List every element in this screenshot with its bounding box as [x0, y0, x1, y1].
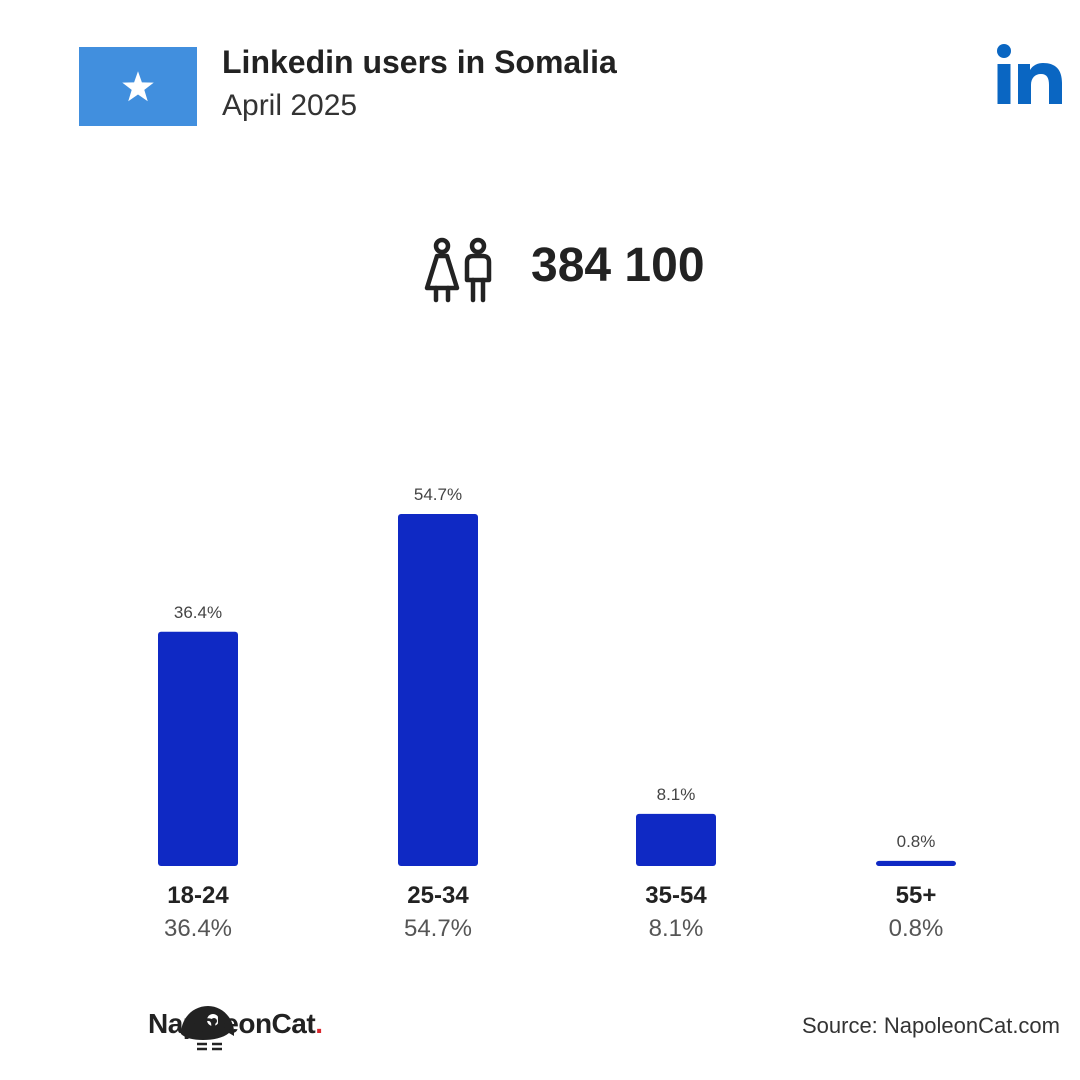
napoleoncat-logo-icon [181, 1006, 234, 1051]
category-label: 25-34 [407, 882, 469, 909]
page-title: Linkedin users in Somalia [222, 44, 617, 80]
category-value-label: 36.4% [163, 915, 233, 942]
age-distribution-chart: 36.4% 54.7% 8.1% 0.8% [158, 485, 956, 866]
category-value-label: 54.7% [403, 915, 473, 942]
category-value-label: 8.1% [648, 915, 704, 942]
brand-name: NapoleonCat. [148, 1008, 323, 1040]
star-icon [122, 70, 154, 101]
category-label: 35-54 [645, 882, 707, 909]
category-label: 18-24 [167, 882, 229, 909]
linkedin-logo-icon [997, 44, 1062, 104]
category-label: 55+ [895, 882, 937, 909]
brand-dot: . [315, 1008, 323, 1039]
page-subtitle: April 2025 [222, 89, 358, 122]
somalia-flag [79, 47, 197, 126]
bar-value-label: 0.8% [897, 832, 936, 851]
source-note: Source: NapoleonCat.com [801, 1013, 1060, 1038]
bar-18-24 [158, 631, 238, 866]
bar-value-label: 54.7% [414, 485, 462, 504]
bar-25-34 [398, 514, 478, 866]
users-icon [424, 237, 492, 303]
bar-35-54 [636, 813, 716, 866]
bar-value-label: 8.1% [657, 785, 696, 804]
category-value-label: 0.8% [888, 915, 944, 942]
brand-name-text: NapoleonCat [148, 1008, 316, 1039]
bar-55+ [876, 860, 956, 866]
bar-value-label: 36.4% [174, 603, 222, 622]
total-users-value: 384 100 [531, 239, 705, 292]
